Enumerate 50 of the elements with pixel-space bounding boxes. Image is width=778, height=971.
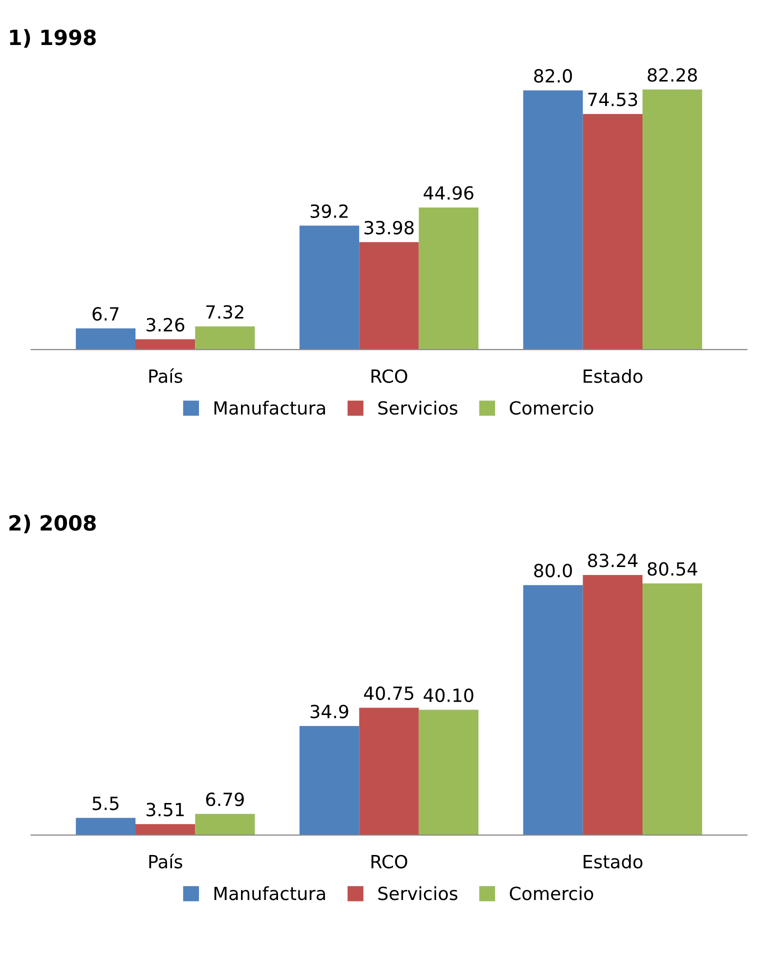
data-label: 3.26 <box>146 318 184 332</box>
bar <box>300 226 360 350</box>
data-label: 80.0 <box>534 564 572 578</box>
data-label: 7.32 <box>206 305 244 319</box>
data-label: 6.79 <box>206 792 244 806</box>
data-label: 82.0 <box>534 69 572 83</box>
data-label: 34.9 <box>310 704 348 718</box>
data-label: 3.51 <box>146 802 184 816</box>
bar <box>359 242 419 350</box>
bar <box>642 89 702 350</box>
legend-label: Manufactura <box>214 400 325 415</box>
legend-label: Manufactura <box>214 886 325 900</box>
data-label: 6.7 <box>92 307 118 321</box>
x-tick-label: País <box>149 368 182 383</box>
bar <box>195 326 255 350</box>
bar <box>418 710 478 836</box>
bar <box>195 814 255 836</box>
bar <box>523 90 583 350</box>
legend-label: Comercio <box>510 886 594 900</box>
x-tick-label: Estado <box>584 854 642 868</box>
x-tick-label: RCO <box>372 854 408 868</box>
legend-label: Servicios <box>378 400 458 415</box>
bar <box>582 574 642 836</box>
data-label: 83.24 <box>588 554 638 568</box>
data-label: 44.96 <box>424 186 474 200</box>
data-label: 5.5 <box>92 796 118 810</box>
data-label: 40.10 <box>424 688 474 702</box>
data-label: 39.2 <box>310 204 348 218</box>
legend-label: Servicios <box>378 886 458 900</box>
bar <box>300 726 360 836</box>
bar <box>642 583 702 836</box>
bar <box>136 339 196 350</box>
data-label: 33.98 <box>364 220 414 234</box>
bar <box>582 114 642 350</box>
bar <box>359 708 419 836</box>
bar <box>523 585 583 836</box>
legend-label: Comercio <box>510 400 594 415</box>
bar <box>76 818 136 836</box>
data-label: 74.53 <box>588 92 638 106</box>
data-label: 80.54 <box>648 562 698 576</box>
data-label: 82.28 <box>648 68 697 82</box>
x-tick-label: País <box>149 854 182 868</box>
data-label: 40.75 <box>364 686 414 700</box>
chart-title: 2) 2008 <box>9 514 96 534</box>
x-tick-label: RCO <box>372 369 408 383</box>
bar <box>136 824 196 836</box>
bar <box>76 328 136 350</box>
chart-title: 1) 1998 <box>10 29 96 48</box>
x-tick-label: Estado <box>584 369 642 383</box>
bar <box>418 207 478 350</box>
